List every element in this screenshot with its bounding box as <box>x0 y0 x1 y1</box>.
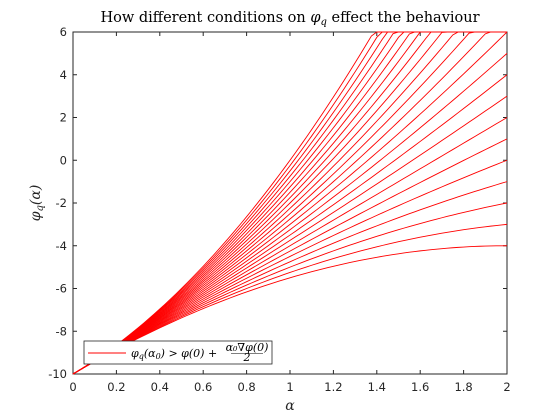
legend-alpha: α <box>148 347 156 360</box>
x-tick-label: 1.8 <box>454 380 472 394</box>
series-line-4 <box>72 159 508 375</box>
chart-title-subscript: q <box>320 17 326 28</box>
series-line-3 <box>72 181 508 375</box>
series-line-11 <box>72 31 507 375</box>
y-axis-label-arg: (α) <box>28 185 44 205</box>
legend-fraction-numerator: α₀∇φ(0) <box>226 341 269 354</box>
y-tick-label: 2 <box>60 111 67 125</box>
chart-title-phi: φ <box>310 10 321 26</box>
series-line-12 <box>72 31 507 375</box>
y-tick-label: -10 <box>48 367 67 381</box>
x-tick-label: 0.4 <box>151 380 169 394</box>
chart-title-tail: effect the behaviour <box>327 10 480 26</box>
axis-ticks: 0 0.2 0.4 0.6 0.8 1 1.2 1.4 1.6 1.8 2 -10 -8 -6 -4 -2 0 2… <box>48 25 510 394</box>
series-line-10 <box>72 31 508 375</box>
x-tick-label: 0.8 <box>237 380 255 394</box>
chart-title-text: How different conditions on <box>100 10 310 26</box>
y-tick-label: 4 <box>60 68 67 82</box>
y-axis-label-phi: φ <box>28 211 44 221</box>
x-tick-label: 0 <box>69 380 76 394</box>
x-tick-label: 1.4 <box>368 380 386 394</box>
y-tick-label: 0 <box>60 153 67 167</box>
y-tick-label: -6 <box>56 282 67 296</box>
x-axis-label: α <box>285 398 295 414</box>
y-tick-label: -8 <box>56 324 67 338</box>
legend-fraction-denominator: 2 <box>243 351 251 364</box>
y-tick-label: -4 <box>56 239 67 253</box>
series-lines <box>72 31 508 375</box>
y-axis-label-subscript: q <box>35 205 46 211</box>
x-tick-label: 0.6 <box>194 380 212 394</box>
series-line-13 <box>72 31 507 375</box>
y-tick-label: 6 <box>60 25 67 39</box>
legend-paren: ( <box>144 347 149 360</box>
x-tick-label: 2 <box>503 380 510 394</box>
legend-phi: φ <box>131 347 139 360</box>
y-tick-label: -2 <box>56 196 67 210</box>
legend-sub-zero: 0 <box>156 352 161 361</box>
series-line-5 <box>72 138 508 375</box>
chart-title: How different conditions on φq effect th… <box>100 10 479 28</box>
y-axis-label: φq(α) <box>28 185 46 222</box>
legend-sub-q: q <box>139 352 144 361</box>
legend-box <box>83 340 273 365</box>
series-line-0 <box>72 245 508 375</box>
legend-label: φq(α0) > φ(0) + <box>131 347 217 361</box>
x-tick-label: 1.6 <box>411 380 429 394</box>
series-line-7 <box>72 95 508 375</box>
legend-rhs: ) > φ(0) + <box>160 347 218 360</box>
x-tick-label: 0.2 <box>107 380 125 394</box>
x-tick-label: 1 <box>286 380 293 394</box>
series-line-22 <box>72 31 507 375</box>
series-line-2 <box>72 202 508 375</box>
series-line-1 <box>72 223 508 375</box>
x-tick-label: 1.2 <box>324 380 342 394</box>
series-line-9 <box>72 53 508 375</box>
series-line-14 <box>72 31 507 375</box>
series-line-8 <box>72 74 508 375</box>
series-line-6 <box>72 117 508 375</box>
legend: φq(α0) > φ(0) + α₀∇φ(0) 2 <box>83 340 273 365</box>
